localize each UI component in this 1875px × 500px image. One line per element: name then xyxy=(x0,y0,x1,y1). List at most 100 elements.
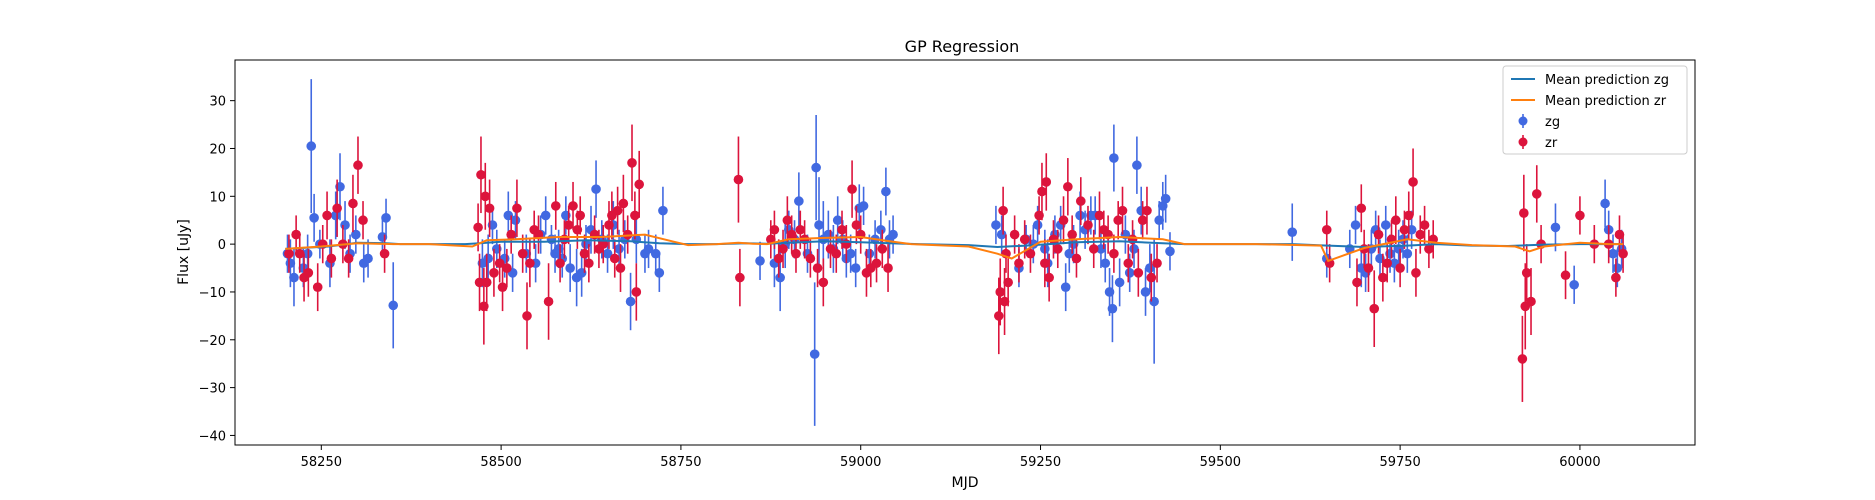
zr-point xyxy=(1117,205,1128,216)
zr-point xyxy=(1123,258,1134,269)
zg-point xyxy=(755,256,765,266)
zr-point xyxy=(1075,196,1086,206)
zg-point xyxy=(565,263,575,273)
y-tick-label: −30 xyxy=(199,382,226,397)
zr-point xyxy=(473,222,483,233)
zr-point xyxy=(1614,229,1625,240)
zg-point xyxy=(1100,258,1111,269)
zr-point xyxy=(847,184,857,194)
zg-point xyxy=(1107,303,1118,314)
zg-point xyxy=(888,229,898,240)
zr-point xyxy=(818,277,829,288)
zr-point xyxy=(782,215,793,226)
zg-point xyxy=(1612,263,1623,273)
zr-point xyxy=(343,253,354,264)
x-axis: 58250 58500 58750 59000 59250 59500 59750 60000 xyxy=(301,445,1601,470)
line-mean-prediction-zg xyxy=(285,239,1624,250)
zr-point xyxy=(598,239,609,249)
zg-point xyxy=(1032,220,1043,230)
zr-point xyxy=(1067,229,1077,240)
zr-point xyxy=(631,287,642,297)
plot-area xyxy=(282,79,1628,426)
zg-point xyxy=(775,272,785,283)
zr-point xyxy=(476,169,486,180)
zr-point xyxy=(1517,354,1528,364)
zr-point xyxy=(1003,277,1013,288)
zg-point xyxy=(306,141,317,151)
zr-point xyxy=(998,205,1008,216)
zg-point xyxy=(881,186,891,197)
zr-point xyxy=(575,210,586,221)
zr-point xyxy=(512,203,522,214)
zr-point xyxy=(1352,277,1362,288)
zr-point xyxy=(1052,244,1063,254)
zr-point xyxy=(615,263,626,273)
zg-point xyxy=(850,263,861,273)
zr-point xyxy=(1146,272,1157,283)
y-tick-label: 0 xyxy=(218,238,226,253)
zr-point xyxy=(353,160,363,171)
zr-point xyxy=(831,248,842,259)
legend-marker-swatch xyxy=(1518,137,1528,147)
zr-point xyxy=(612,205,623,216)
zg-point xyxy=(1060,282,1071,292)
zg-point xyxy=(643,244,654,254)
y-tick-label: −40 xyxy=(199,429,226,444)
zr-point xyxy=(769,224,780,235)
zr-point xyxy=(312,282,323,292)
y-tick-label: 10 xyxy=(209,190,226,205)
zr-point xyxy=(1063,181,1073,192)
zr-point xyxy=(627,158,637,168)
zr-point xyxy=(481,277,492,288)
zr-point xyxy=(1094,210,1105,221)
zg-point xyxy=(1287,227,1298,237)
zg-point xyxy=(285,258,296,269)
zr-point xyxy=(851,220,862,230)
zr-point xyxy=(1152,258,1162,269)
zg-point xyxy=(658,205,668,216)
zr-point xyxy=(497,282,508,292)
y-tick-label: 20 xyxy=(209,142,226,157)
legend: Mean prediction zg Mean prediction zr zg zr xyxy=(1502,65,1688,155)
zr-point xyxy=(1142,205,1152,216)
zr-point xyxy=(1519,208,1529,218)
zg-point xyxy=(1550,222,1561,233)
zr-point xyxy=(634,179,644,190)
zr-point xyxy=(1419,220,1430,230)
zr-point xyxy=(733,174,744,185)
legend-label: zg xyxy=(1545,115,1560,130)
zr-point xyxy=(1531,189,1542,199)
zr-point xyxy=(1088,244,1099,254)
zr-point xyxy=(871,258,882,269)
zr-point xyxy=(883,263,893,273)
zr-point xyxy=(1403,210,1414,221)
zr-point xyxy=(303,268,314,278)
zr-point xyxy=(1408,177,1418,187)
x-tick-label: 58250 xyxy=(301,455,342,470)
zr-point xyxy=(630,210,640,221)
zg-point xyxy=(1129,244,1139,254)
zr-point xyxy=(1373,229,1384,240)
zg-point xyxy=(540,210,551,221)
zr-point xyxy=(1137,215,1148,226)
zg-point xyxy=(650,248,661,259)
zg-point xyxy=(858,201,869,211)
x-axis-label: MJD xyxy=(952,475,979,491)
zg-point xyxy=(330,210,341,221)
zr-point xyxy=(791,248,801,259)
legend-label: Mean prediction zg xyxy=(1545,73,1669,88)
zr-point xyxy=(1415,229,1426,240)
zr-point xyxy=(517,248,528,259)
zg-point xyxy=(1132,160,1142,171)
zr-point xyxy=(735,272,745,283)
zg-point xyxy=(602,248,613,259)
zr-point xyxy=(484,203,495,214)
zr-point xyxy=(506,229,516,240)
zg-point xyxy=(832,215,843,226)
x-tick-label: 58750 xyxy=(660,455,701,470)
zr-point xyxy=(284,248,294,259)
zr-point xyxy=(379,248,390,259)
zr-point xyxy=(1424,244,1434,254)
zr-point xyxy=(1113,215,1123,226)
zg-point xyxy=(876,224,886,235)
